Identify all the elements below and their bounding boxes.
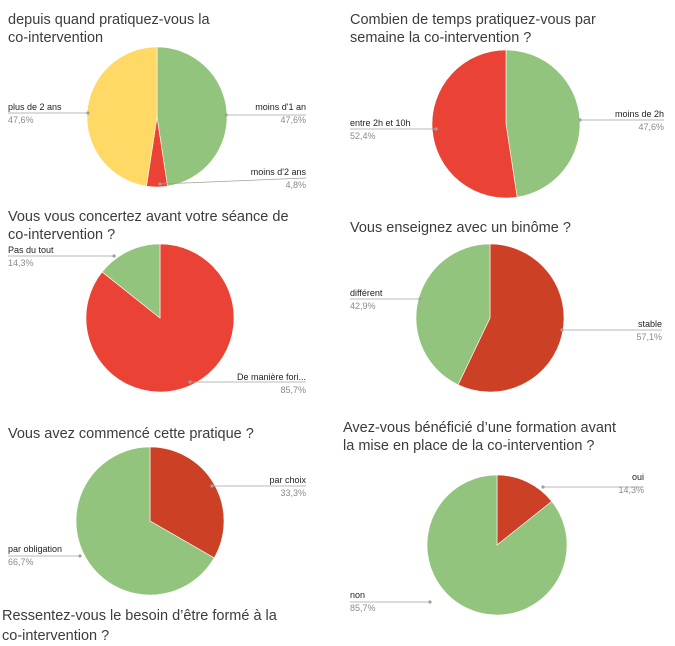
chart-5-title-line-1: Vous avez commencé cette pratique ? bbox=[8, 426, 254, 442]
chart-5-slice-1-label: par choix bbox=[269, 475, 306, 485]
pie-chart-2: Combien de temps pratiquez-vous par semai… bbox=[350, 12, 664, 199]
chart-3-leader-dot-1 bbox=[188, 380, 192, 384]
chart-3-leader-dot-2 bbox=[112, 254, 116, 258]
chart-2-slice-2-label: entre 2h et 10h bbox=[350, 118, 411, 128]
chart-5-slice-2 bbox=[75, 446, 215, 596]
chart-1-leader-dot-2 bbox=[158, 182, 162, 186]
footer-title-line-1: Ressentez-vous le besoin d’être formé à … bbox=[2, 608, 277, 624]
chart-5-leader-dot-1 bbox=[210, 484, 214, 488]
pie-chart-5: Vous avez commencé cette pratique ? par c… bbox=[8, 426, 306, 596]
chart-6-leader-dot-1 bbox=[541, 485, 545, 489]
chart-4-slice-1 bbox=[457, 243, 565, 393]
chart-6-title-line-2: la mise en place de la co-intervention ? bbox=[343, 438, 594, 454]
chart-2-slice-1-percent: 47,6% bbox=[638, 122, 664, 132]
chart-3-slice-1-label: De manière fori... bbox=[237, 372, 306, 382]
chart-1-slice-2-percent: 4,8% bbox=[285, 180, 306, 190]
chart-1-slice-1-percent: 47,6% bbox=[280, 115, 306, 125]
chart-1-title-line-1: depuis quand pratiquez-vous la bbox=[8, 12, 210, 28]
chart-2-slice-2 bbox=[431, 49, 518, 199]
chart-4-title-line-1: Vous enseignez avec un binôme ? bbox=[350, 220, 571, 236]
chart-4-slice-2-label: différent bbox=[350, 288, 383, 298]
chart-1-leader-dot-1 bbox=[224, 113, 228, 117]
chart-6-slice-1-label: oui bbox=[632, 472, 644, 482]
chart-4-leader-dot-2 bbox=[418, 297, 422, 301]
chart-1-slice-3-percent: 47,6% bbox=[8, 115, 34, 125]
chart-2-leader-dot-1 bbox=[578, 118, 582, 122]
chart-3-title-line-2: co-intervention ? bbox=[8, 227, 115, 243]
chart-6-title-line-1: Avez-vous bénéficié d’une formation avan… bbox=[343, 420, 616, 436]
chart-2-slice-2-percent: 52,4% bbox=[350, 131, 376, 141]
chart-3-slice-1-percent: 85,7% bbox=[280, 385, 306, 395]
chart-3-slice-2-percent: 14,3% bbox=[8, 258, 34, 268]
chart-4-slice-1-label: stable bbox=[638, 319, 662, 329]
chart-3-slice-2-label: Pas du tout bbox=[8, 245, 54, 255]
chart-4-slice-1-percent: 57,1% bbox=[636, 332, 662, 342]
pie-chart-3: Vous vous concertez avant votre séance d… bbox=[8, 209, 306, 395]
chart-4-slice-2 bbox=[415, 243, 491, 386]
chart-6-slice-1 bbox=[496, 474, 553, 546]
chart-2-slice-1-label: moins de 2h bbox=[615, 109, 664, 119]
chart-1-slice-2-label: moins d'2 ans bbox=[251, 167, 307, 177]
chart-6-slice-2-percent: 85,7% bbox=[350, 603, 376, 613]
chart-6-slice-2-label: non bbox=[350, 590, 365, 600]
chart-6-leader-dot-2 bbox=[428, 600, 432, 604]
chart-5-slice-1-percent: 33,3% bbox=[280, 488, 306, 498]
chart-2-leader-dot-2 bbox=[434, 127, 438, 131]
chart-1-slice-3-label: plus de 2 ans bbox=[8, 102, 62, 112]
chart-5-slice-2-percent: 66,7% bbox=[8, 557, 34, 567]
chart-1-slice-1-label: moins d'1 an bbox=[255, 102, 306, 112]
chart-3-title-line-1: Vous vous concertez avant votre séance d… bbox=[8, 209, 289, 225]
chart-1-leader-2 bbox=[159, 177, 307, 185]
footer-question-title: Ressentez-vous le besoin d’être formé à … bbox=[2, 606, 277, 646]
chart-4-leader-dot-1 bbox=[560, 328, 564, 332]
chart-1-slice-3 bbox=[86, 46, 158, 187]
chart-1-slice-1 bbox=[156, 46, 228, 187]
pie-chart-6: Avez-vous bénéficié d’une formation avan… bbox=[343, 420, 644, 616]
chart-5-slice-1 bbox=[149, 446, 225, 559]
chart-1-leader-dot-3 bbox=[86, 111, 90, 115]
chart-2-slice-1 bbox=[505, 49, 581, 198]
chart-6-slice-1-percent: 14,3% bbox=[618, 485, 644, 495]
chart-2-title-line-1: Combien de temps pratiquez-vous par bbox=[350, 12, 596, 28]
chart-1-title-line-2: co-intervention bbox=[8, 30, 103, 46]
pie-chart-1: depuis quand pratiquez-vous la co-interve… bbox=[8, 12, 306, 190]
chart-4-slice-2-percent: 42,9% bbox=[350, 301, 376, 311]
chart-5-slice-2-label: par obligation bbox=[8, 544, 62, 554]
pie-chart-4: Vous enseignez avec un binôme ? stable 57,… bbox=[350, 220, 662, 393]
chart-2-title-line-2: semaine la co-intervention ? bbox=[350, 30, 531, 46]
footer-title-line-2: co-intervention ? bbox=[2, 628, 110, 644]
chart-3-slice-2 bbox=[101, 243, 161, 319]
chart-5-leader-dot-2 bbox=[78, 554, 82, 558]
chart-6-slice-2 bbox=[426, 474, 568, 616]
